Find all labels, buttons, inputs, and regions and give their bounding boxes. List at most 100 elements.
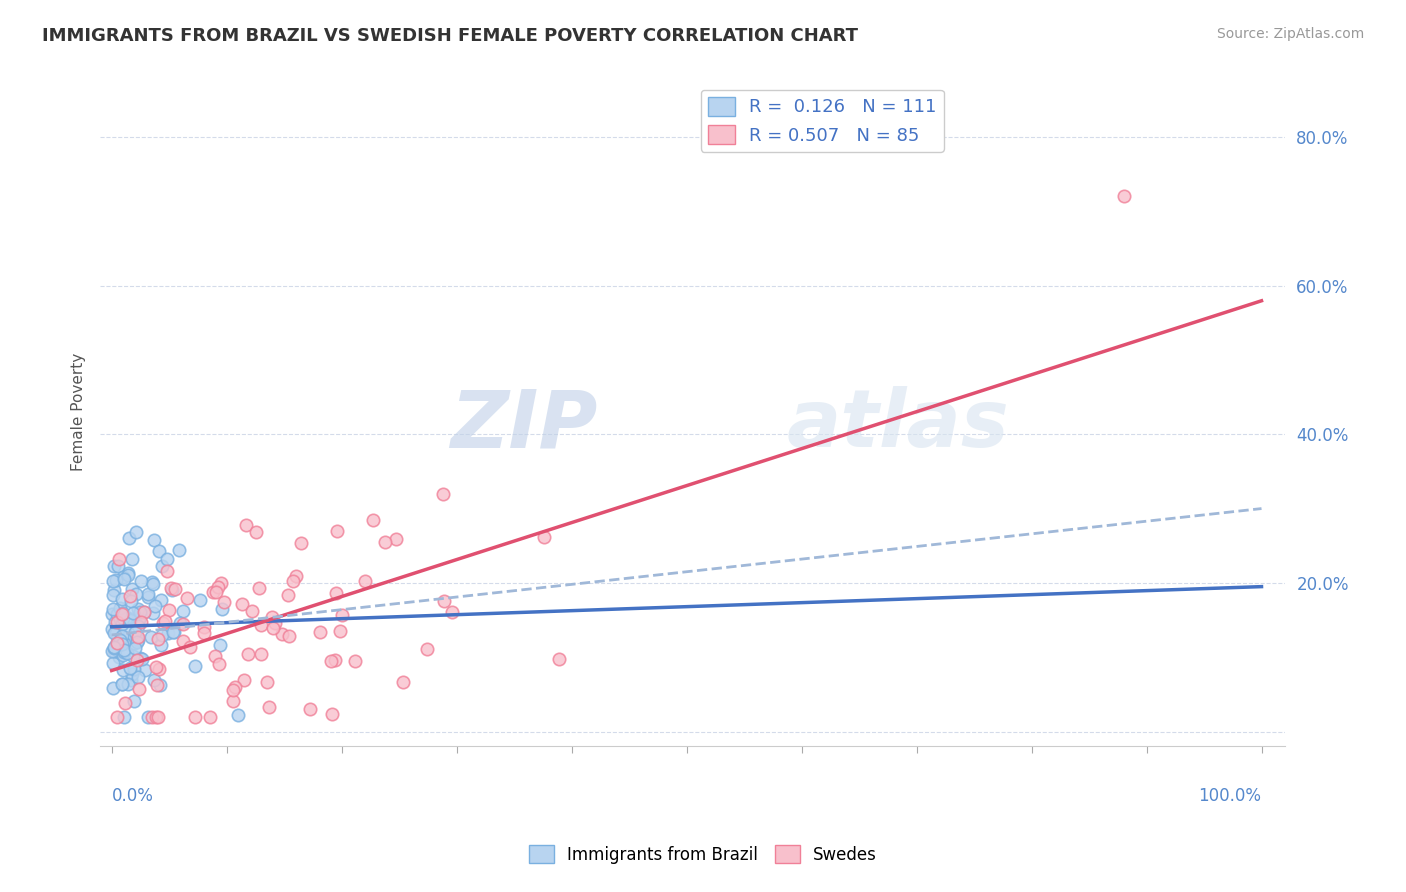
Point bbox=[353, 574, 375, 588]
Text: Source: ZipAtlas.com: Source: ZipAtlas.com bbox=[1216, 27, 1364, 41]
Text: atlas: atlas bbox=[787, 386, 1010, 465]
Point bbox=[141, 631, 163, 645]
Point bbox=[128, 612, 150, 626]
Point bbox=[121, 648, 143, 663]
Point bbox=[1112, 189, 1135, 203]
Point bbox=[143, 673, 166, 687]
Point bbox=[125, 634, 148, 648]
Point bbox=[127, 619, 149, 633]
Point bbox=[121, 606, 143, 620]
Point bbox=[374, 535, 396, 549]
Point bbox=[256, 674, 278, 689]
Point bbox=[120, 613, 142, 627]
Point bbox=[329, 624, 352, 638]
Point bbox=[290, 535, 312, 549]
Point bbox=[325, 586, 347, 600]
Point bbox=[204, 649, 226, 664]
Point bbox=[183, 709, 205, 723]
Point bbox=[235, 517, 257, 532]
Point bbox=[108, 650, 131, 665]
Point bbox=[125, 525, 148, 540]
Point bbox=[112, 642, 135, 657]
Point bbox=[103, 582, 125, 597]
Point bbox=[226, 708, 249, 723]
Point bbox=[284, 569, 307, 583]
Point bbox=[124, 625, 146, 640]
Legend: R =  0.126   N = 111, R = 0.507   N = 85: R = 0.126 N = 111, R = 0.507 N = 85 bbox=[700, 90, 943, 152]
Point bbox=[150, 559, 173, 574]
Point bbox=[270, 627, 292, 641]
Point bbox=[188, 592, 211, 607]
Point bbox=[114, 696, 136, 710]
Point bbox=[162, 625, 184, 640]
Text: ZIP: ZIP bbox=[450, 386, 598, 465]
Point bbox=[152, 616, 174, 631]
Point bbox=[308, 624, 330, 639]
Point bbox=[121, 552, 143, 566]
Point bbox=[157, 603, 180, 617]
Point bbox=[129, 605, 152, 619]
Point bbox=[124, 587, 146, 601]
Point bbox=[112, 645, 135, 659]
Point bbox=[153, 615, 176, 629]
Point bbox=[148, 709, 170, 723]
Point bbox=[167, 542, 190, 557]
Point bbox=[117, 566, 139, 581]
Point bbox=[193, 625, 215, 640]
Point bbox=[212, 595, 235, 609]
Point bbox=[115, 611, 138, 625]
Point bbox=[127, 670, 149, 684]
Point bbox=[111, 607, 134, 621]
Point bbox=[100, 607, 122, 622]
Point bbox=[416, 641, 439, 656]
Point bbox=[118, 531, 141, 545]
Point bbox=[124, 694, 146, 708]
Point bbox=[112, 611, 135, 625]
Point bbox=[207, 580, 229, 594]
Point bbox=[141, 709, 163, 723]
Point bbox=[101, 588, 124, 602]
Point bbox=[114, 622, 136, 636]
Point bbox=[384, 532, 406, 546]
Point bbox=[105, 709, 128, 723]
Text: IMMIGRANTS FROM BRAZIL VS SWEDISH FEMALE POVERTY CORRELATION CHART: IMMIGRANTS FROM BRAZIL VS SWEDISH FEMALE… bbox=[42, 27, 858, 45]
Point bbox=[160, 581, 183, 595]
Point bbox=[122, 636, 145, 650]
Point bbox=[111, 677, 134, 691]
Point bbox=[111, 663, 134, 677]
Point bbox=[145, 660, 167, 674]
Legend: Immigrants from Brazil, Swedes: Immigrants from Brazil, Swedes bbox=[522, 838, 884, 871]
Point bbox=[433, 594, 456, 608]
Point bbox=[132, 605, 155, 619]
Point bbox=[533, 530, 555, 544]
Point bbox=[111, 606, 134, 620]
Point bbox=[247, 581, 270, 595]
Point bbox=[143, 533, 166, 548]
Point bbox=[236, 647, 259, 661]
Point bbox=[125, 653, 148, 667]
Point bbox=[112, 636, 135, 650]
Point bbox=[105, 625, 128, 640]
Point bbox=[162, 625, 184, 640]
Point bbox=[111, 592, 134, 607]
Point bbox=[103, 641, 125, 656]
Point bbox=[127, 630, 149, 644]
Point bbox=[148, 662, 170, 676]
Point bbox=[145, 709, 167, 723]
Point bbox=[278, 629, 301, 643]
Point bbox=[103, 644, 125, 658]
Point bbox=[150, 628, 173, 642]
Point bbox=[117, 611, 139, 625]
Point bbox=[149, 678, 172, 692]
Point bbox=[176, 591, 198, 606]
Point bbox=[172, 617, 194, 632]
Point bbox=[101, 622, 124, 636]
Point bbox=[260, 609, 283, 624]
Point bbox=[163, 582, 186, 596]
Point bbox=[117, 677, 139, 691]
Point bbox=[323, 653, 346, 667]
Point bbox=[183, 659, 205, 673]
Point bbox=[222, 694, 245, 708]
Point bbox=[103, 559, 125, 574]
Point bbox=[111, 630, 134, 644]
